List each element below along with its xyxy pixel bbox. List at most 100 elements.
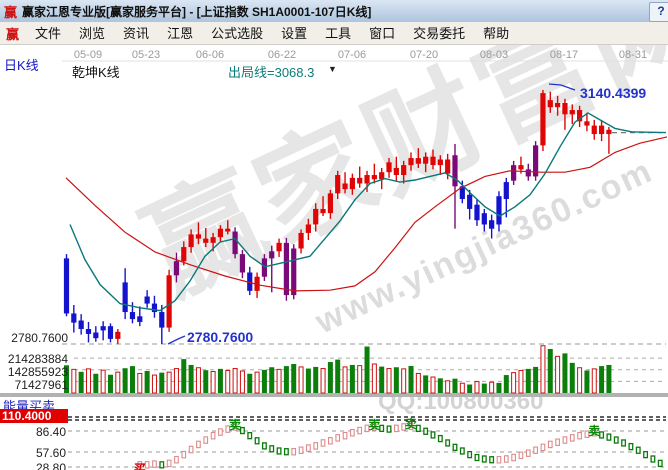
volume-bar bbox=[525, 368, 531, 393]
energy-mark-up bbox=[342, 431, 348, 440]
watermark-site: www.yingjia360.com bbox=[309, 151, 659, 342]
volume-bar bbox=[489, 381, 495, 394]
candle-body bbox=[115, 331, 121, 339]
volume-bar bbox=[327, 362, 333, 393]
energy-mark-down bbox=[386, 425, 392, 433]
volume-bar bbox=[78, 371, 84, 393]
candle-body bbox=[276, 242, 282, 252]
candle-body bbox=[78, 320, 84, 329]
candle-body bbox=[144, 296, 150, 304]
candle-body bbox=[269, 251, 275, 259]
energy-mark-up bbox=[540, 443, 546, 452]
candle-body bbox=[481, 213, 487, 225]
volume-bar bbox=[408, 365, 414, 393]
menu-item-5[interactable]: 公式选股 bbox=[211, 25, 264, 41]
candle-body bbox=[239, 254, 246, 273]
volume-bar bbox=[423, 375, 429, 393]
energy-mark-down bbox=[239, 426, 245, 435]
energy-mark-up bbox=[166, 459, 172, 468]
energy-mark-up bbox=[174, 455, 179, 464]
candle-body bbox=[474, 204, 480, 221]
candle-body bbox=[203, 238, 209, 243]
menu-item-7[interactable]: 工具 bbox=[325, 25, 352, 41]
sell-signal: 卖 bbox=[368, 417, 380, 432]
energy-mark-up bbox=[218, 428, 223, 436]
volume-bar bbox=[474, 381, 480, 394]
volume-bar bbox=[496, 382, 502, 393]
menu-item-9[interactable]: 交易委托 bbox=[413, 25, 466, 41]
volume-bar bbox=[137, 372, 143, 394]
candle-body bbox=[467, 194, 473, 209]
candle-body bbox=[598, 125, 605, 135]
volume-bar bbox=[555, 355, 561, 394]
candle-body bbox=[525, 169, 531, 177]
energy-mark-up bbox=[547, 440, 553, 449]
candle-body bbox=[261, 258, 268, 277]
volume-bar bbox=[283, 366, 289, 393]
menu-item-3[interactable]: 资讯 bbox=[123, 25, 150, 41]
candle-body bbox=[107, 326, 114, 339]
candle-body bbox=[349, 177, 355, 190]
volume-bar bbox=[371, 363, 377, 394]
candle-body bbox=[555, 102, 561, 108]
chevron-down-icon[interactable]: ▼ bbox=[328, 64, 337, 74]
candle-body bbox=[93, 332, 99, 339]
volume-bar bbox=[503, 375, 509, 393]
energy-axis-max-badge: 110.4000 bbox=[0, 409, 68, 423]
volume-bar bbox=[144, 370, 150, 393]
volume-axis-label-2: 142855923 bbox=[7, 365, 68, 379]
energy-mark-down bbox=[474, 453, 480, 462]
energy-mark-down bbox=[599, 431, 605, 439]
sell-signal: 卖 bbox=[229, 417, 241, 432]
watermark-qq: QQ:100800360 bbox=[378, 388, 544, 415]
energy-mark-up bbox=[364, 424, 370, 433]
volume-bar bbox=[393, 367, 399, 393]
menu-item-1[interactable]: 文件 bbox=[35, 25, 62, 41]
candle-body bbox=[166, 275, 172, 328]
volume-bar bbox=[562, 353, 568, 393]
candle-body bbox=[452, 155, 458, 187]
menu-item-8[interactable]: 窗口 bbox=[369, 25, 396, 41]
help-icon[interactable]: ? bbox=[649, 2, 668, 22]
candle-body bbox=[247, 272, 253, 291]
energy-mark-up bbox=[350, 429, 355, 437]
period-label[interactable]: 日K线 bbox=[4, 58, 39, 73]
candle-body bbox=[63, 258, 70, 314]
volume-bar bbox=[129, 366, 135, 393]
candle-body bbox=[533, 145, 539, 177]
x-axis-label: 06-06 bbox=[195, 49, 225, 61]
menu-item-4[interactable]: 江恩 bbox=[167, 25, 194, 41]
candle-body bbox=[305, 224, 311, 233]
sell-signal: 卖 bbox=[405, 416, 417, 431]
volume-bar bbox=[599, 366, 605, 393]
volume-bar bbox=[320, 368, 326, 394]
energy-mark-up bbox=[306, 444, 311, 452]
menu-item-10[interactable]: 帮助 bbox=[483, 25, 510, 41]
volume-bar bbox=[357, 365, 363, 394]
energy-mark-up bbox=[511, 453, 516, 462]
volume-bar bbox=[151, 374, 157, 394]
candle-body bbox=[445, 159, 451, 174]
menu-item-2[interactable]: 浏览 bbox=[79, 25, 106, 41]
candle-body bbox=[540, 93, 546, 146]
candle-body bbox=[408, 158, 414, 166]
energy-mark-down bbox=[481, 455, 487, 463]
volume-bar bbox=[415, 372, 421, 394]
volume-bar bbox=[305, 368, 311, 393]
energy-mark-down bbox=[247, 432, 253, 440]
candle-body bbox=[386, 162, 392, 173]
energy-mark-down bbox=[254, 437, 260, 445]
volume-bar bbox=[364, 346, 370, 393]
candle-body bbox=[379, 172, 385, 180]
energy-mark-down bbox=[613, 436, 619, 444]
menu-item-6[interactable]: 设置 bbox=[281, 25, 308, 41]
volume-bar bbox=[195, 367, 201, 394]
energy-mark-up bbox=[298, 446, 304, 455]
energy-mark-up bbox=[203, 436, 209, 444]
app-logo-icon: 赢 bbox=[4, 4, 18, 20]
candle-body bbox=[430, 156, 436, 166]
volume-bar bbox=[569, 362, 575, 393]
energy-mark-down bbox=[621, 439, 627, 447]
energy-mark-up bbox=[372, 423, 377, 431]
volume-bar bbox=[181, 359, 187, 393]
